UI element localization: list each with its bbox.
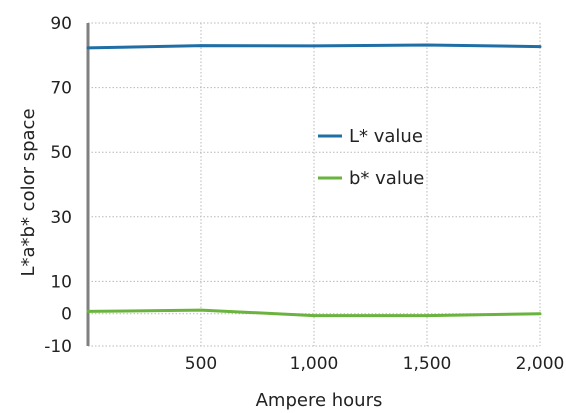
x-tick-label: 1,000 xyxy=(290,354,339,374)
legend-label: b* value xyxy=(349,168,424,189)
series-lines xyxy=(86,43,542,318)
x-axis-ticks: 500 1,000 1,500 2,000 xyxy=(185,354,565,374)
y-tick-label: 70 xyxy=(50,79,72,99)
y-tick-label: -10 xyxy=(44,337,72,357)
y-tick-label: 30 xyxy=(50,208,72,228)
legend: L* value b* value xyxy=(318,126,424,189)
x-tick-label: 500 xyxy=(185,354,217,374)
series-line xyxy=(86,43,542,50)
y-tick-label: 10 xyxy=(50,272,72,292)
legend-label: L* value xyxy=(349,126,423,147)
x-axis-title: Ampere hours xyxy=(256,390,383,411)
y-tick-label: 90 xyxy=(50,14,72,34)
y-axis-ticks: -10 0 10 30 50 70 90 xyxy=(44,14,72,357)
y-tick-label: 0 xyxy=(61,305,72,325)
x-tick-label: 1,500 xyxy=(403,354,452,374)
x-tick-label: 2,000 xyxy=(516,354,565,374)
series-line xyxy=(86,308,542,318)
y-tick-label: 50 xyxy=(50,143,72,163)
gridlines xyxy=(88,22,541,347)
y-axis-title: L*a*b* color space xyxy=(18,108,39,276)
